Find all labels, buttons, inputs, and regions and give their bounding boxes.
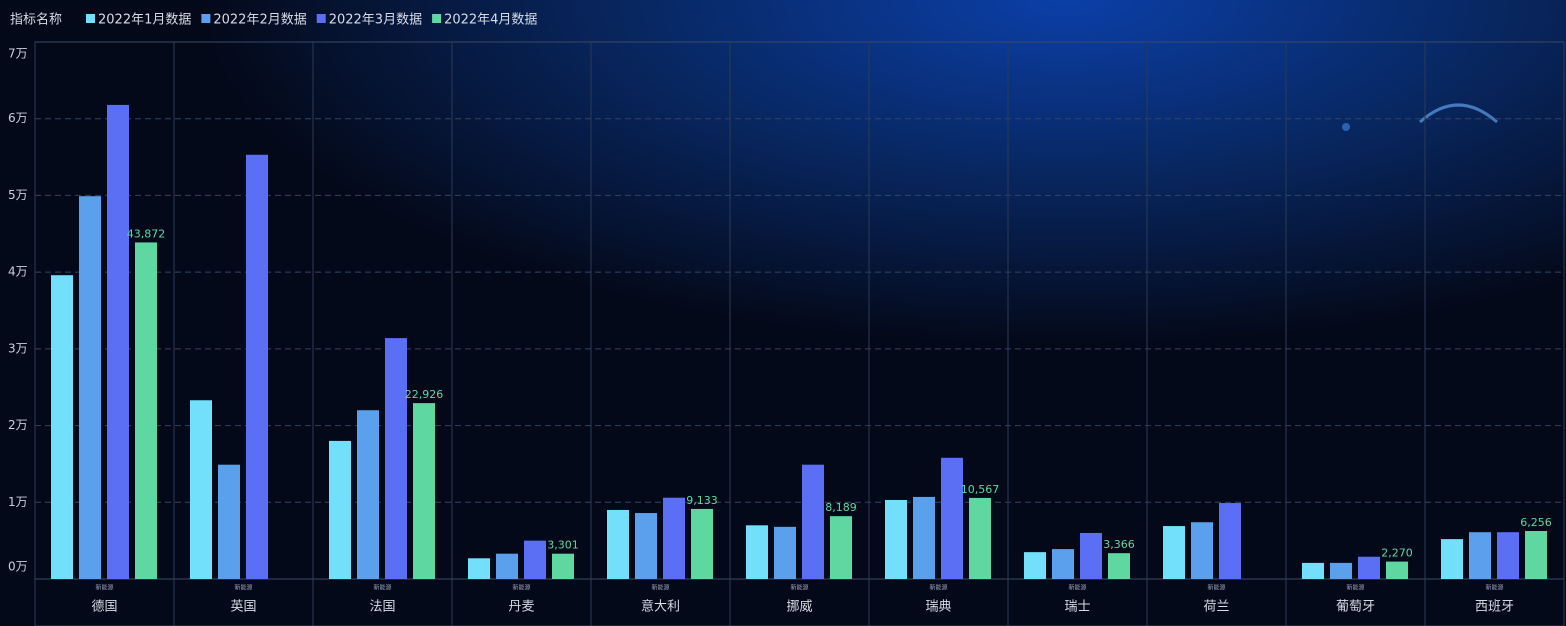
legend-swatch xyxy=(432,14,442,23)
bar xyxy=(107,104,129,580)
bar xyxy=(1497,532,1519,579)
legend-swatch xyxy=(316,14,326,23)
bar xyxy=(1358,556,1380,579)
bar xyxy=(51,275,73,579)
data-label: 10,567 xyxy=(961,483,1000,496)
legend-label: 2022年1月数据 xyxy=(98,13,191,28)
x-tick-label: 荷兰 xyxy=(1203,600,1229,615)
bar xyxy=(941,457,963,579)
x-tick-label: 瑞士 xyxy=(1064,600,1090,615)
y-tick-label: 2万 xyxy=(8,418,28,432)
x-sub-label: 新能源 xyxy=(234,584,252,592)
x-sub-label: 新能源 xyxy=(512,584,530,592)
bar xyxy=(329,440,351,579)
legend-label: 2022年3月数据 xyxy=(329,13,422,28)
x-sub-label: 新能源 xyxy=(1207,584,1225,592)
y-tick-label: 7万 xyxy=(8,47,28,61)
bar xyxy=(1219,503,1241,579)
legend-swatch xyxy=(86,14,95,23)
bar xyxy=(1080,532,1102,579)
bar xyxy=(190,400,212,579)
x-sub-label: 新能源 xyxy=(651,584,669,592)
y-tick-label: 1万 xyxy=(8,495,28,509)
bar xyxy=(774,526,796,579)
bar xyxy=(607,509,629,579)
y-tick-label: 0万 xyxy=(8,560,28,574)
bar xyxy=(357,410,379,579)
bar xyxy=(969,497,991,579)
x-tick-label: 英国 xyxy=(230,600,256,615)
bar xyxy=(635,513,657,579)
bar xyxy=(885,499,907,579)
bar xyxy=(1024,552,1046,579)
bar xyxy=(218,464,240,579)
data-label: 3,301 xyxy=(547,539,579,552)
bar xyxy=(552,553,574,579)
bar xyxy=(1163,526,1185,579)
data-label: 3,366 xyxy=(1103,538,1135,551)
x-tick-label: 法国 xyxy=(369,600,395,615)
data-label: 9,133 xyxy=(686,494,718,507)
bar xyxy=(1386,561,1408,579)
data-label: 43,872 xyxy=(127,227,166,240)
data-label: 6,256 xyxy=(1520,516,1552,529)
legend-label: 2022年2月数据 xyxy=(213,13,306,28)
x-sub-label: 新能源 xyxy=(1485,584,1503,592)
bar xyxy=(746,525,768,579)
x-tick-label: 瑞典 xyxy=(925,600,951,615)
bar xyxy=(1108,553,1130,579)
decor-dot xyxy=(1342,123,1350,131)
bar xyxy=(1191,522,1213,579)
bar xyxy=(524,540,546,579)
bar xyxy=(913,496,935,579)
bar xyxy=(1302,562,1324,579)
x-tick-label: 丹麦 xyxy=(508,600,534,615)
data-label: 2,270 xyxy=(1381,547,1413,560)
x-tick-label: 西班牙 xyxy=(1475,600,1514,615)
data-label: 22,926 xyxy=(405,388,444,401)
y-tick-label: 5万 xyxy=(8,188,28,202)
x-sub-label: 新能源 xyxy=(1346,584,1364,592)
y-tick-label: 6万 xyxy=(8,111,28,125)
bar xyxy=(1525,531,1547,579)
y-tick-label: 3万 xyxy=(8,341,28,355)
legend-title: 指标名称 xyxy=(10,12,62,28)
bar xyxy=(1330,562,1352,579)
x-sub-label: 新能源 xyxy=(929,584,947,592)
bar xyxy=(385,338,407,579)
bar xyxy=(1469,532,1491,579)
x-sub-label: 新能源 xyxy=(790,584,808,592)
bar xyxy=(413,403,435,579)
x-tick-label: 葡萄牙 xyxy=(1336,600,1375,615)
data-label: 8,189 xyxy=(825,501,857,514)
x-sub-label: 新能源 xyxy=(95,584,113,592)
x-sub-label: 新能源 xyxy=(1068,584,1086,592)
bar xyxy=(246,154,268,579)
y-tick-label: 4万 xyxy=(8,265,28,279)
bar xyxy=(1441,539,1463,579)
x-tick-label: 德国 xyxy=(91,600,117,615)
bar xyxy=(496,553,518,579)
legend-swatch xyxy=(201,14,211,23)
legend-label: 2022年4月数据 xyxy=(444,13,537,28)
x-sub-label: 新能源 xyxy=(373,584,391,592)
bar xyxy=(468,558,490,579)
x-tick-label: 意大利 xyxy=(641,599,680,615)
bar xyxy=(691,508,713,579)
decor-arc xyxy=(1419,103,1498,124)
x-tick-label: 挪威 xyxy=(786,600,812,615)
bar xyxy=(663,497,685,579)
bar xyxy=(1052,549,1074,579)
bar xyxy=(802,464,824,579)
bar xyxy=(135,242,157,579)
bar xyxy=(79,196,101,579)
bar xyxy=(830,516,852,579)
